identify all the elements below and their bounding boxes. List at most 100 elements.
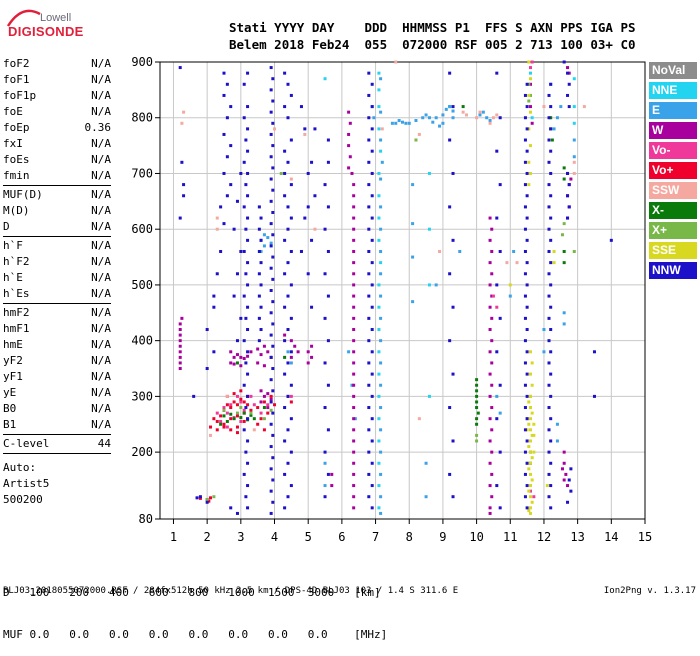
echo-point-e: [424, 461, 428, 465]
x-tick-label: 3: [237, 530, 244, 544]
echo-point-nnw: [271, 121, 275, 125]
header-value-9: 100: [560, 37, 583, 52]
param-row: foEs N/A: [3, 152, 111, 168]
param-value: N/A: [91, 306, 111, 319]
echo-point-nnw: [246, 261, 250, 265]
echo-point-vo: [495, 305, 499, 309]
param-row: foE N/A: [3, 104, 111, 120]
muf-frequency-row: MUF 0.0 0.0 0.0 0.0 0.0 0.0 0.0 0.0 [MHz…: [3, 628, 387, 642]
echo-point-nnw: [246, 417, 250, 421]
echo-point-sse: [528, 144, 532, 148]
echo-point-nnw: [549, 305, 553, 309]
param-name: MUF(D): [3, 188, 43, 201]
echo-point-vo: [252, 403, 256, 407]
header-value-5: RSF: [454, 37, 478, 52]
echo-point-nnw: [547, 316, 551, 320]
muf-distance-cell: 1000: [228, 586, 255, 599]
echo-point-nnw: [257, 249, 261, 253]
echo-point-nnw: [286, 328, 290, 332]
echo-point-nnw: [205, 328, 209, 332]
muf-distance-cell: 1500: [268, 586, 295, 599]
echo-point-vo: [249, 394, 253, 398]
echo-point-w: [352, 339, 356, 343]
echo-point-nnw: [283, 194, 287, 198]
echo-point-nnw: [525, 82, 529, 86]
echo-point-x: [527, 82, 531, 86]
echo-point-vo: [239, 389, 243, 393]
echo-point-nnw: [547, 227, 551, 231]
echo-point-nnw: [259, 261, 263, 265]
echo-point-nnw: [448, 205, 452, 209]
echo-point-e: [372, 116, 376, 120]
y-tick-label: 200: [131, 445, 153, 459]
param-row: foF1 N/A: [3, 72, 111, 88]
echo-point-nnw: [271, 166, 275, 170]
echo-point-nnw: [523, 495, 527, 499]
echo-point-vo: [215, 411, 219, 415]
echo-point-nnw: [303, 127, 307, 131]
param-value: N/A: [91, 386, 111, 399]
echo-point-nnw: [451, 495, 455, 499]
echo-point-nnw: [271, 233, 275, 237]
echo-point-w: [488, 417, 492, 421]
echo-point-vo: [242, 400, 246, 404]
echo-point-nnw: [306, 171, 310, 175]
echo-point-nnw: [566, 171, 570, 175]
echo-point-nne: [377, 372, 381, 376]
echo-point-vo: [198, 496, 202, 500]
echo-point-w: [490, 383, 494, 387]
echo-point-w: [229, 361, 233, 365]
echo-point-w: [490, 316, 494, 320]
x-tick-label: 2: [204, 530, 211, 544]
param-row: MUF(D) N/A: [3, 187, 111, 203]
echo-point-e: [379, 406, 383, 410]
echo-point-w: [178, 355, 182, 359]
echo-point-nnw: [246, 328, 250, 332]
echo-point-w: [232, 362, 236, 366]
echo-point-nnw: [242, 383, 246, 387]
echo-point-w: [262, 394, 266, 398]
echo-point-nnw: [269, 289, 273, 292]
param-row: hmE N/A: [3, 337, 111, 353]
echo-point-nnw: [549, 194, 553, 198]
param-name: foF2: [3, 57, 30, 70]
muf-frequency-cell: 0.0: [69, 628, 90, 641]
echo-point-nnw: [303, 216, 307, 220]
echo-point-nnw: [370, 328, 374, 332]
echo-point-nnw: [367, 339, 371, 343]
echo-point-x: [235, 361, 239, 365]
echo-point-vo: [235, 431, 239, 435]
echo-point-vo: [273, 403, 277, 407]
echo-point-nnw: [566, 93, 570, 97]
autoscaling-line: 500200: [3, 493, 43, 506]
param-name: fmin: [3, 169, 30, 182]
echo-point-sse: [528, 77, 532, 81]
echo-point-ssw: [182, 110, 186, 114]
echo-point-ssw: [215, 227, 219, 231]
echo-point-nnw: [271, 389, 275, 393]
param-value: N/A: [91, 255, 111, 268]
echo-point-nnw: [310, 305, 314, 309]
echo-point-ssw: [417, 132, 421, 136]
echo-point-nnw: [549, 439, 553, 443]
header-label-9: PPS: [560, 20, 583, 35]
echo-point-nnw: [244, 450, 248, 454]
echo-point-e: [421, 116, 425, 120]
echo-point-nnw: [222, 71, 226, 75]
echo-point-nnw: [289, 350, 293, 354]
header-value-7: 2: [515, 37, 523, 52]
echo-point-w: [350, 171, 354, 175]
echo-point-nnw: [367, 450, 371, 454]
echo-point-nnw: [323, 361, 327, 365]
echo-point-nnw: [498, 183, 502, 187]
param-name: B0: [3, 402, 17, 415]
echo-point-nnw: [547, 383, 551, 387]
echo-point-vo: [289, 394, 293, 398]
echo-point-nnw: [549, 238, 553, 242]
y-tick-label: 600: [131, 222, 153, 236]
param-row: foEp 0.36: [3, 120, 111, 136]
echo-point-nnw: [525, 350, 529, 354]
echo-point-w: [528, 82, 532, 86]
echo-point-vo: [222, 406, 226, 410]
echo-point-nnw: [367, 227, 371, 231]
